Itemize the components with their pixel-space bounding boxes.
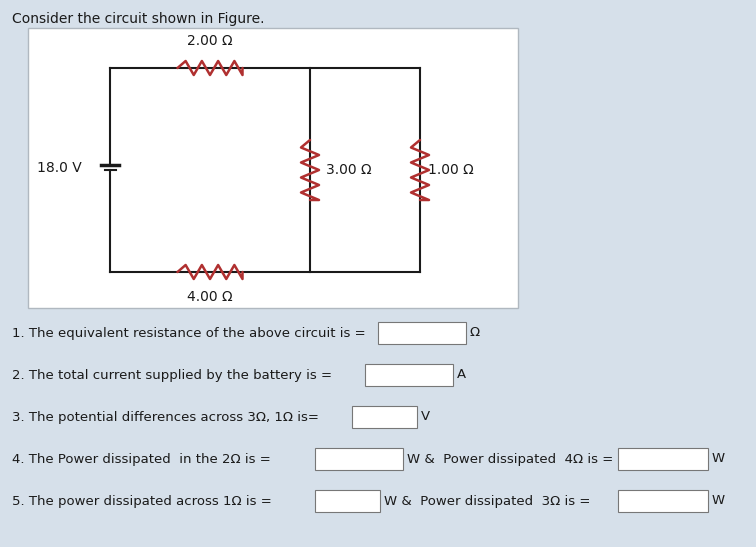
Bar — [315, 448, 403, 470]
Text: W: W — [712, 494, 725, 508]
Text: 1.00 Ω: 1.00 Ω — [428, 163, 474, 177]
Text: 4.00 Ω: 4.00 Ω — [187, 290, 233, 304]
Text: 2.00 Ω: 2.00 Ω — [187, 34, 233, 48]
Text: 5. The power dissipated across 1Ω is =: 5. The power dissipated across 1Ω is = — [12, 494, 271, 508]
Bar — [618, 448, 708, 470]
Text: W &  Power dissipated  3Ω is =: W & Power dissipated 3Ω is = — [384, 494, 590, 508]
Text: W: W — [712, 452, 725, 465]
Text: Consider the circuit shown in Figure.: Consider the circuit shown in Figure. — [12, 12, 265, 26]
Bar — [315, 490, 380, 512]
Text: 3.00 Ω: 3.00 Ω — [326, 163, 372, 177]
Bar — [618, 490, 708, 512]
Text: W &  Power dissipated  4Ω is =: W & Power dissipated 4Ω is = — [407, 452, 613, 465]
Bar — [365, 364, 453, 386]
Text: Ω: Ω — [470, 327, 480, 340]
Text: V: V — [421, 410, 430, 423]
Bar — [28, 28, 518, 308]
Text: 4. The Power dissipated  in the 2Ω is =: 4. The Power dissipated in the 2Ω is = — [12, 452, 271, 465]
Text: 1. The equivalent resistance of the above circuit is =: 1. The equivalent resistance of the abov… — [12, 327, 366, 340]
Bar — [378, 322, 466, 344]
Text: A: A — [457, 369, 466, 381]
Bar — [352, 406, 417, 428]
Text: 2. The total current supplied by the battery is =: 2. The total current supplied by the bat… — [12, 369, 332, 381]
Text: 18.0 V: 18.0 V — [37, 160, 82, 174]
Text: 3. The potential differences across 3Ω, 1Ω is=: 3. The potential differences across 3Ω, … — [12, 410, 319, 423]
